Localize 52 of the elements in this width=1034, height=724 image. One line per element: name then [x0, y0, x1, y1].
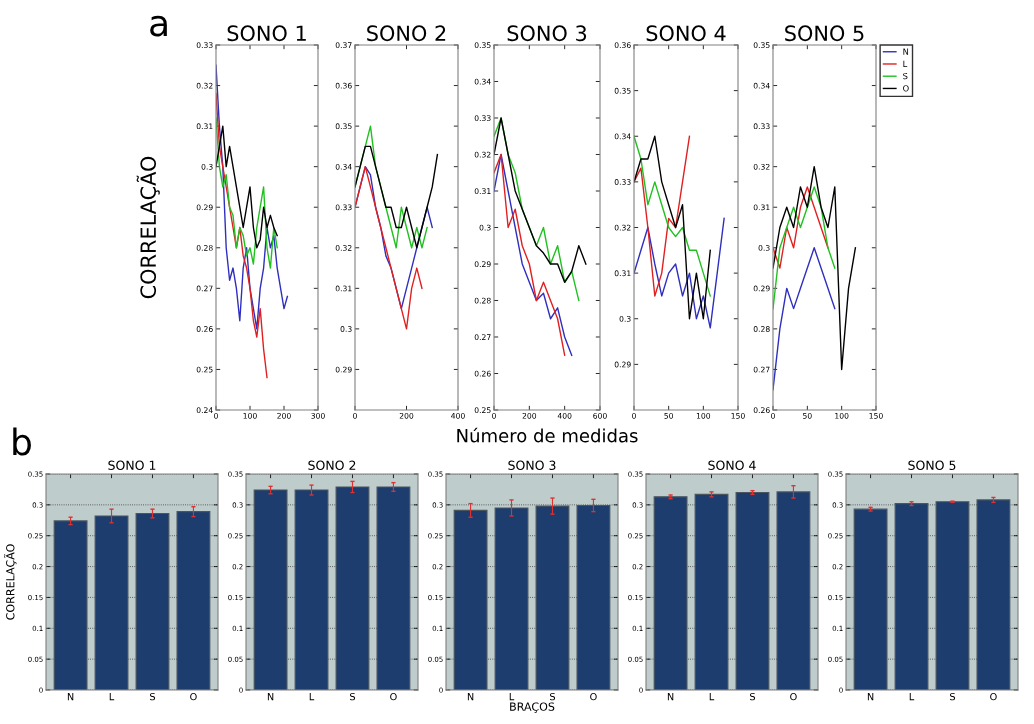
chart-title: SONO 5 — [785, 25, 864, 42]
x-tick-label: N — [267, 693, 274, 701]
x-tick-label: S — [150, 692, 156, 701]
text: a — [150, 15, 167, 37]
bar — [135, 512, 170, 690]
x-axis-title: BRAÇOS — [510, 702, 555, 713]
x-tick-label: O — [790, 692, 797, 701]
line-series — [216, 125, 278, 249]
x-axis-title: Número de medidas — [457, 427, 638, 443]
line-series — [634, 217, 725, 329]
x-tick-label: O — [590, 692, 597, 701]
bar — [94, 515, 129, 690]
x-tick-label: O — [190, 692, 197, 701]
y-axis-title: CORRELAÇÃO — [4, 544, 17, 620]
x-tick-label: L — [709, 693, 715, 701]
legend-label: O — [903, 85, 909, 92]
chart-title: SONO 5 — [908, 460, 956, 471]
chart-title: SONO 3 — [507, 25, 587, 42]
line-series — [634, 135, 691, 297]
x-tick-label: N — [67, 693, 74, 701]
x-tick-label: L — [909, 693, 915, 701]
legend-label: S — [903, 72, 908, 80]
chart-title: SONO 1 — [227, 25, 306, 42]
chart-title: SONO 2 — [367, 25, 446, 42]
x-tick-label: S — [350, 692, 356, 701]
line-series — [355, 165, 423, 330]
line-series — [355, 145, 439, 249]
x-tick-label: L — [309, 693, 315, 701]
x-tick-label: S — [750, 692, 756, 701]
x-tick-label: S — [950, 692, 956, 701]
x-tick-label: S — [550, 692, 556, 701]
chart-title: SONO 4 — [708, 460, 756, 471]
x-tick-label: L — [509, 693, 515, 701]
legend-label: N — [903, 48, 909, 55]
x-tick-label: O — [390, 692, 397, 701]
x-tick-label: O — [990, 692, 997, 701]
x-tick-label: L — [109, 693, 115, 701]
chart-title: SONO 3 — [508, 460, 556, 471]
x-tick-label: N — [867, 693, 874, 701]
bar — [176, 511, 211, 690]
chart-title: SONO 2 — [308, 460, 356, 471]
line-series — [773, 186, 829, 269]
text: b — [13, 427, 31, 456]
x-tick-label: N — [667, 693, 674, 701]
line-series — [773, 165, 857, 371]
bar — [53, 520, 88, 690]
y-axis-title: CORRELAÇÃO — [136, 156, 160, 299]
x-tick-label: N — [467, 693, 474, 701]
chart-title: SONO 1 — [108, 460, 156, 471]
legend-label: L — [903, 60, 908, 67]
chart-title: SONO 4 — [646, 25, 726, 42]
line-series — [494, 117, 587, 283]
